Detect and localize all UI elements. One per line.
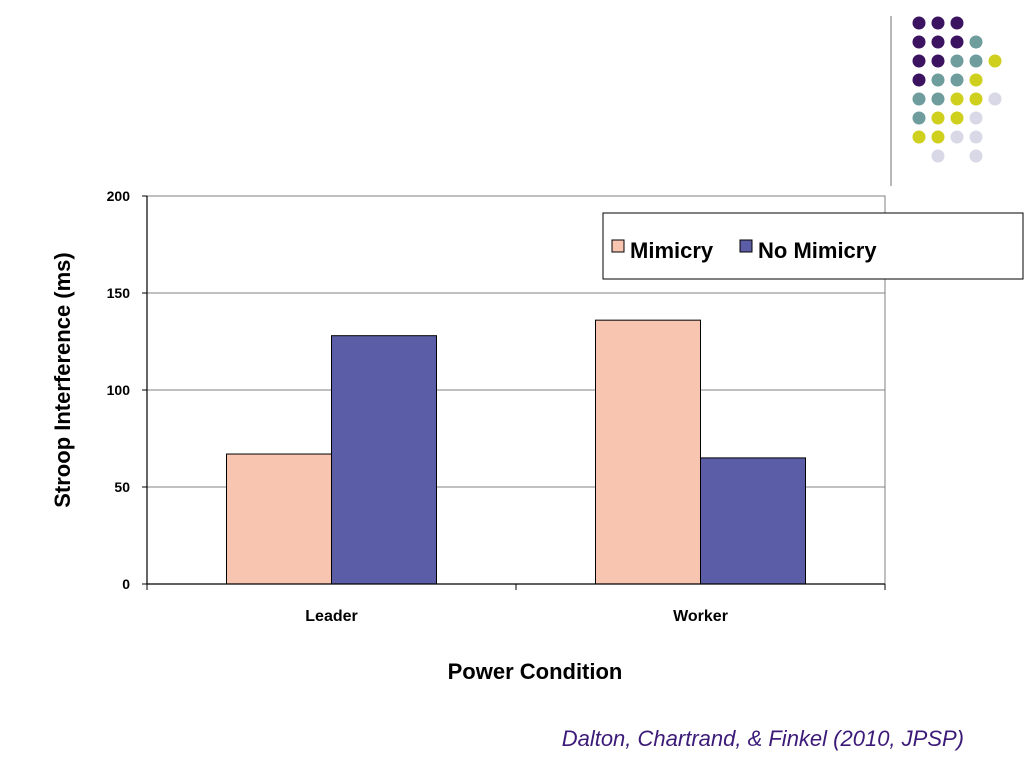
y-tick-label: 100 [107, 382, 131, 398]
decorative-dot-pattern [890, 16, 1002, 186]
decorative-dot [988, 54, 1002, 68]
y-tick-label: 0 [122, 576, 130, 592]
legend-swatch [739, 239, 753, 253]
decorative-dot [950, 73, 964, 87]
decorative-dot [988, 92, 1002, 106]
axes: 0 50 100 150 200 Leader Worker [107, 188, 886, 625]
decorative-dot [912, 73, 926, 87]
decorative-dot [931, 16, 945, 30]
decorative-dot [912, 130, 926, 144]
decorative-dot [931, 149, 945, 163]
y-tick-label: 50 [114, 479, 130, 495]
legend-label: No Mimicry [758, 238, 877, 263]
bar-mimicry-worker [595, 319, 701, 585]
decorative-dot [912, 35, 926, 49]
decorative-dot [912, 16, 926, 30]
decorative-dot [969, 92, 983, 106]
decorative-dot [912, 54, 926, 68]
decorative-dot [950, 92, 964, 106]
decorative-dot [931, 111, 945, 125]
x-tick-label: Worker [673, 608, 728, 625]
decorative-dot [969, 130, 983, 144]
y-axis-title: Stroop Interference (ms) [50, 252, 75, 508]
decorative-dot [931, 92, 945, 106]
bar-no-mimicry-worker [700, 457, 806, 585]
decorative-dot [950, 16, 964, 30]
x-tick-label: Leader [305, 608, 357, 625]
decorative-dot [931, 130, 945, 144]
legend-box [602, 212, 1024, 280]
legend: Mimicry No Mimicry [602, 212, 1024, 280]
decorative-dot [931, 73, 945, 87]
decorative-dot [950, 54, 964, 68]
bars [226, 319, 806, 585]
decorative-dot [950, 111, 964, 125]
legend-swatch [611, 239, 625, 253]
decorative-dot [950, 130, 964, 144]
decorative-dot [969, 54, 983, 68]
bar-no-mimicry-leader [331, 335, 437, 585]
decorative-dot [969, 111, 983, 125]
bar-chart: 0 50 100 150 200 Leader Worker Mimicry No Mimic… [50, 188, 1024, 684]
decorative-dot [969, 73, 983, 87]
decorative-dot [969, 35, 983, 49]
x-axis-title: Power Condition [448, 659, 623, 684]
decorative-dot [969, 149, 983, 163]
decorative-dot [950, 35, 964, 49]
y-tick-label: 200 [107, 188, 131, 204]
citation: Dalton, Chartrand, & Finkel (2010, JPSP) [561, 726, 964, 751]
bar-mimicry-leader [226, 453, 332, 585]
legend-label: Mimicry [630, 238, 714, 263]
decorative-dot [912, 111, 926, 125]
decorative-dot [931, 35, 945, 49]
decorative-dot [912, 92, 926, 106]
y-tick-label: 150 [107, 285, 131, 301]
decorative-dot [931, 54, 945, 68]
